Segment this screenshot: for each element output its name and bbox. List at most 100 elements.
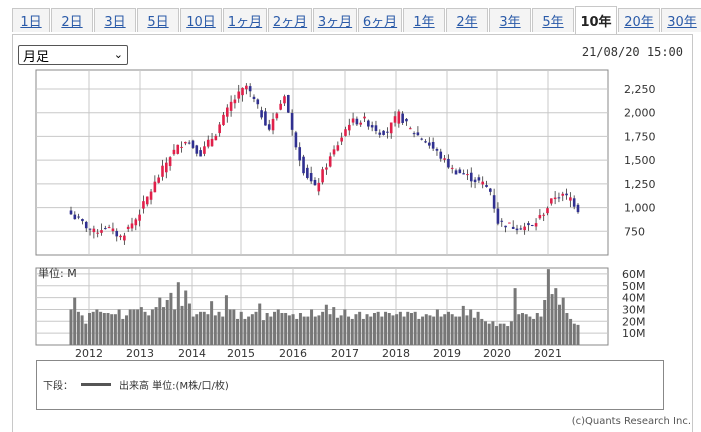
tab-13[interactable]: 5年 [532,8,574,32]
price-plot-frame [35,69,609,256]
volume-y-tick-label: 20M [622,315,646,328]
tab-7[interactable]: 2ヶ月 [268,8,312,32]
volume-bar [561,297,565,345]
volume-bar [180,305,184,345]
candle-body [321,169,324,183]
candle-body [576,204,580,213]
candle-body [462,173,465,175]
volume-bar [173,309,177,345]
volume-bar [121,318,125,345]
candle-body [317,182,321,192]
tab-15[interactable]: 20年 [618,8,660,32]
volume-bar [498,323,502,345]
candle-body [428,142,431,146]
volume-bar [557,304,561,345]
volume-bar [139,307,143,345]
volume-bar [99,311,103,345]
volume-bar [176,282,180,345]
period-select[interactable]: 月足 ⌄ [18,45,128,65]
candle-body [84,221,88,229]
x-tick-label: 2015 [227,347,255,360]
volume-bar [332,307,336,345]
candle-body [473,179,477,183]
volume-bar [384,311,388,345]
price-y-tick-label: 2,250 [624,83,656,96]
candle-body [412,133,416,135]
candle-body [199,150,202,157]
x-tick-label: 2013 [126,347,154,360]
volume-bar [539,316,543,345]
tab-12[interactable]: 3年 [489,8,531,32]
volume-bar [298,313,302,345]
volume-bar [69,309,73,345]
candle-body [165,162,168,173]
volume-bar [136,309,140,345]
tab-2[interactable]: 2日 [51,8,93,32]
volume-bar [261,320,265,345]
price-y-tick-label: 2,000 [624,107,656,120]
volume-bar [206,314,210,345]
candle-body [557,197,561,199]
legend-prefix: 下段： [43,381,73,392]
tab-11[interactable]: 2年 [446,8,488,32]
volume-bar [339,315,343,345]
volume-bar [147,315,151,345]
volume-bar [546,269,550,345]
candle-body [225,107,229,117]
candle-body [374,125,378,131]
tab-1[interactable]: 1日 [12,8,50,32]
candle-body [145,196,149,205]
period-select-value: 月足 [23,49,50,65]
volume-bar [95,309,99,345]
candle-body [180,146,183,148]
candle-body [397,111,401,124]
tab-10[interactable]: 1年 [403,8,445,32]
volume-bar [461,305,465,345]
candle-body [88,228,92,230]
candle-body [294,132,298,148]
candle-body [489,188,492,192]
tab-16[interactable]: 30年 [661,8,701,32]
tab-8[interactable]: 3ヶ月 [313,8,357,32]
volume-bar [469,309,473,345]
volume-bar [406,311,410,345]
tab-3[interactable]: 3日 [94,8,136,32]
x-tick-label: 2017 [331,347,359,360]
candle-body [572,198,576,207]
candle-body [92,228,96,233]
tab-14[interactable]: 10年 [575,6,617,34]
volume-bar [258,303,262,345]
volume-bar [509,321,513,345]
volume-bar [387,313,391,345]
candle-body [100,230,103,233]
candle-body [492,195,496,209]
candle-body [168,157,172,167]
tab-9[interactable]: 6ヶ月 [358,8,402,32]
candle-body [184,141,187,144]
price-y-tick-label: 1,500 [624,154,656,167]
tab-6[interactable]: 1ヶ月 [223,8,267,32]
candle-body [157,177,160,183]
tab-5[interactable]: 10日 [180,8,222,32]
volume-bar [321,311,325,345]
volume-bar [102,313,106,345]
candle-body [233,99,237,104]
x-tick-label: 2020 [483,347,511,360]
volume-bar [73,297,77,345]
volume-bar [295,318,299,345]
volume-bar [480,318,484,345]
timestamp: 21/08/20 15:00 [581,45,683,59]
candle-body [546,208,549,214]
candle-body [252,96,256,99]
volume-bar [439,316,443,345]
volume-bar [224,295,228,345]
tab-4[interactable]: 5日 [137,8,179,32]
x-tick-label: 2012 [75,347,103,360]
chevron-down-icon: ⌄ [113,48,123,61]
volume-bar [313,316,317,345]
volume-bar [202,311,206,345]
volume-bar [158,297,162,345]
volume-bar [380,316,384,345]
copyright: (c)Quants Research Inc. [571,416,691,427]
